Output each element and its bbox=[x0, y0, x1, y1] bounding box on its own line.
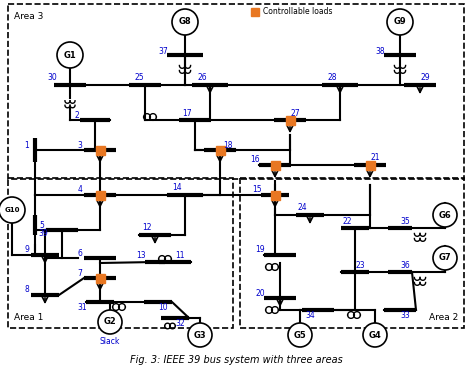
Circle shape bbox=[98, 310, 122, 334]
Text: 26: 26 bbox=[197, 73, 207, 83]
Text: 10: 10 bbox=[158, 303, 168, 312]
Text: 35: 35 bbox=[400, 217, 410, 225]
Bar bbox=[286, 115, 295, 125]
Text: 30: 30 bbox=[47, 73, 57, 83]
Text: G1: G1 bbox=[64, 51, 76, 59]
Text: 14: 14 bbox=[172, 183, 182, 193]
Text: 17: 17 bbox=[182, 108, 192, 117]
Circle shape bbox=[172, 9, 198, 35]
Text: G9: G9 bbox=[394, 17, 406, 27]
Text: 36: 36 bbox=[400, 261, 410, 269]
Text: 23: 23 bbox=[355, 261, 365, 269]
Text: G2: G2 bbox=[104, 318, 117, 327]
Text: 6: 6 bbox=[77, 249, 83, 257]
Circle shape bbox=[0, 197, 25, 223]
Text: G4: G4 bbox=[369, 330, 381, 340]
Text: 2: 2 bbox=[75, 110, 79, 120]
Text: 9: 9 bbox=[25, 245, 29, 254]
Circle shape bbox=[363, 323, 387, 347]
Bar bbox=[95, 274, 104, 283]
Text: 39: 39 bbox=[38, 229, 48, 237]
Text: 22: 22 bbox=[342, 217, 352, 225]
Text: Controllable loads: Controllable loads bbox=[263, 7, 332, 17]
Text: 4: 4 bbox=[77, 186, 83, 195]
Text: 12: 12 bbox=[142, 223, 152, 232]
Text: 25: 25 bbox=[134, 73, 144, 83]
Text: 29: 29 bbox=[420, 73, 430, 83]
Text: G6: G6 bbox=[438, 210, 451, 220]
Text: 19: 19 bbox=[255, 245, 265, 254]
Text: 21: 21 bbox=[370, 154, 380, 163]
Text: Area 2: Area 2 bbox=[429, 313, 458, 322]
Text: 38: 38 bbox=[375, 46, 385, 56]
Text: 27: 27 bbox=[290, 108, 300, 117]
Text: G5: G5 bbox=[294, 330, 306, 340]
Bar bbox=[270, 161, 279, 169]
Text: 18: 18 bbox=[223, 141, 233, 149]
Bar bbox=[8, 4, 464, 179]
Text: Area 1: Area 1 bbox=[14, 313, 43, 322]
Bar bbox=[270, 191, 279, 200]
Text: G8: G8 bbox=[179, 17, 191, 27]
Text: 31: 31 bbox=[77, 303, 87, 312]
Text: 20: 20 bbox=[255, 288, 265, 298]
Text: 7: 7 bbox=[77, 269, 83, 278]
Text: 37: 37 bbox=[158, 46, 168, 56]
Text: 24: 24 bbox=[297, 203, 307, 213]
Circle shape bbox=[57, 42, 83, 68]
Text: 11: 11 bbox=[175, 251, 185, 259]
Bar bbox=[216, 146, 225, 154]
Circle shape bbox=[433, 203, 457, 227]
Text: 3: 3 bbox=[77, 141, 83, 149]
Bar bbox=[365, 161, 374, 169]
Text: 5: 5 bbox=[40, 220, 44, 230]
Text: 34: 34 bbox=[305, 310, 315, 320]
Text: 32: 32 bbox=[175, 318, 185, 327]
Text: Area 3: Area 3 bbox=[14, 12, 43, 21]
Text: 28: 28 bbox=[327, 73, 337, 83]
Bar bbox=[240, 178, 464, 328]
Text: G3: G3 bbox=[194, 330, 206, 340]
Circle shape bbox=[288, 323, 312, 347]
Text: G7: G7 bbox=[438, 254, 451, 262]
Text: 33: 33 bbox=[400, 310, 410, 320]
Bar bbox=[95, 191, 104, 200]
Bar bbox=[8, 178, 233, 328]
Text: 1: 1 bbox=[25, 141, 29, 149]
Text: 8: 8 bbox=[25, 286, 29, 295]
Bar bbox=[251, 8, 259, 16]
Text: Fig. 3: IEEE 39 bus system with three areas: Fig. 3: IEEE 39 bus system with three ar… bbox=[130, 355, 342, 365]
Text: G10: G10 bbox=[4, 207, 20, 213]
Circle shape bbox=[188, 323, 212, 347]
Text: 16: 16 bbox=[250, 156, 260, 164]
Text: Slack: Slack bbox=[100, 337, 120, 346]
Circle shape bbox=[387, 9, 413, 35]
Text: 13: 13 bbox=[136, 251, 146, 259]
Text: 15: 15 bbox=[252, 186, 262, 195]
Circle shape bbox=[433, 246, 457, 270]
Bar bbox=[95, 146, 104, 154]
